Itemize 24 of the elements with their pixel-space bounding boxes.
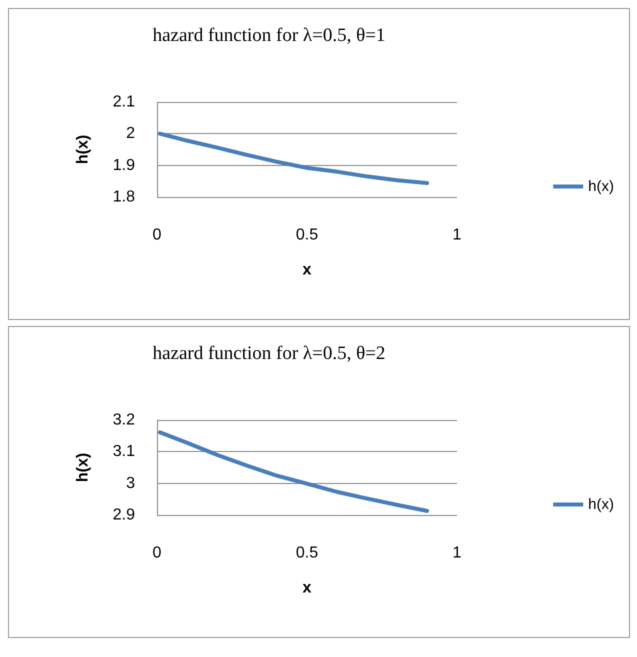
x-axis-title: x <box>302 262 312 278</box>
chart-title: hazard function for λ=0.5, θ=1 <box>152 25 386 46</box>
y-tick-label: 2 <box>126 125 136 142</box>
x-tick-label: 1 <box>452 226 462 244</box>
y-tick-label: 1.8 <box>112 188 136 206</box>
x-tick-label: 0.5 <box>296 226 318 244</box>
x-tick-label: 0 <box>152 226 162 244</box>
x-axis-title: x <box>302 580 312 596</box>
line-series <box>158 132 429 186</box>
x-tick-label: 0 <box>152 544 162 562</box>
legend-label: h(x) <box>588 496 614 513</box>
y-tick-label: 3 <box>126 474 136 492</box>
y-tick-label: 1.9 <box>112 156 136 174</box>
x-tick-label: 1 <box>452 544 462 562</box>
line-series <box>158 430 429 513</box>
x-tick-label: 0.5 <box>296 544 318 562</box>
chart-title: hazard function for λ=0.5, θ=2 <box>152 343 386 364</box>
y-axis-title: h(x) <box>74 452 92 482</box>
y-tick-label: 3.1 <box>112 443 136 460</box>
y-tick-label: 3.2 <box>112 412 136 428</box>
legend-label: h(x) <box>588 178 614 195</box>
y-tick-label: 2.1 <box>112 94 136 110</box>
y-tick-label: 2.9 <box>112 506 136 524</box>
y-axis-title: h(x) <box>74 134 92 164</box>
